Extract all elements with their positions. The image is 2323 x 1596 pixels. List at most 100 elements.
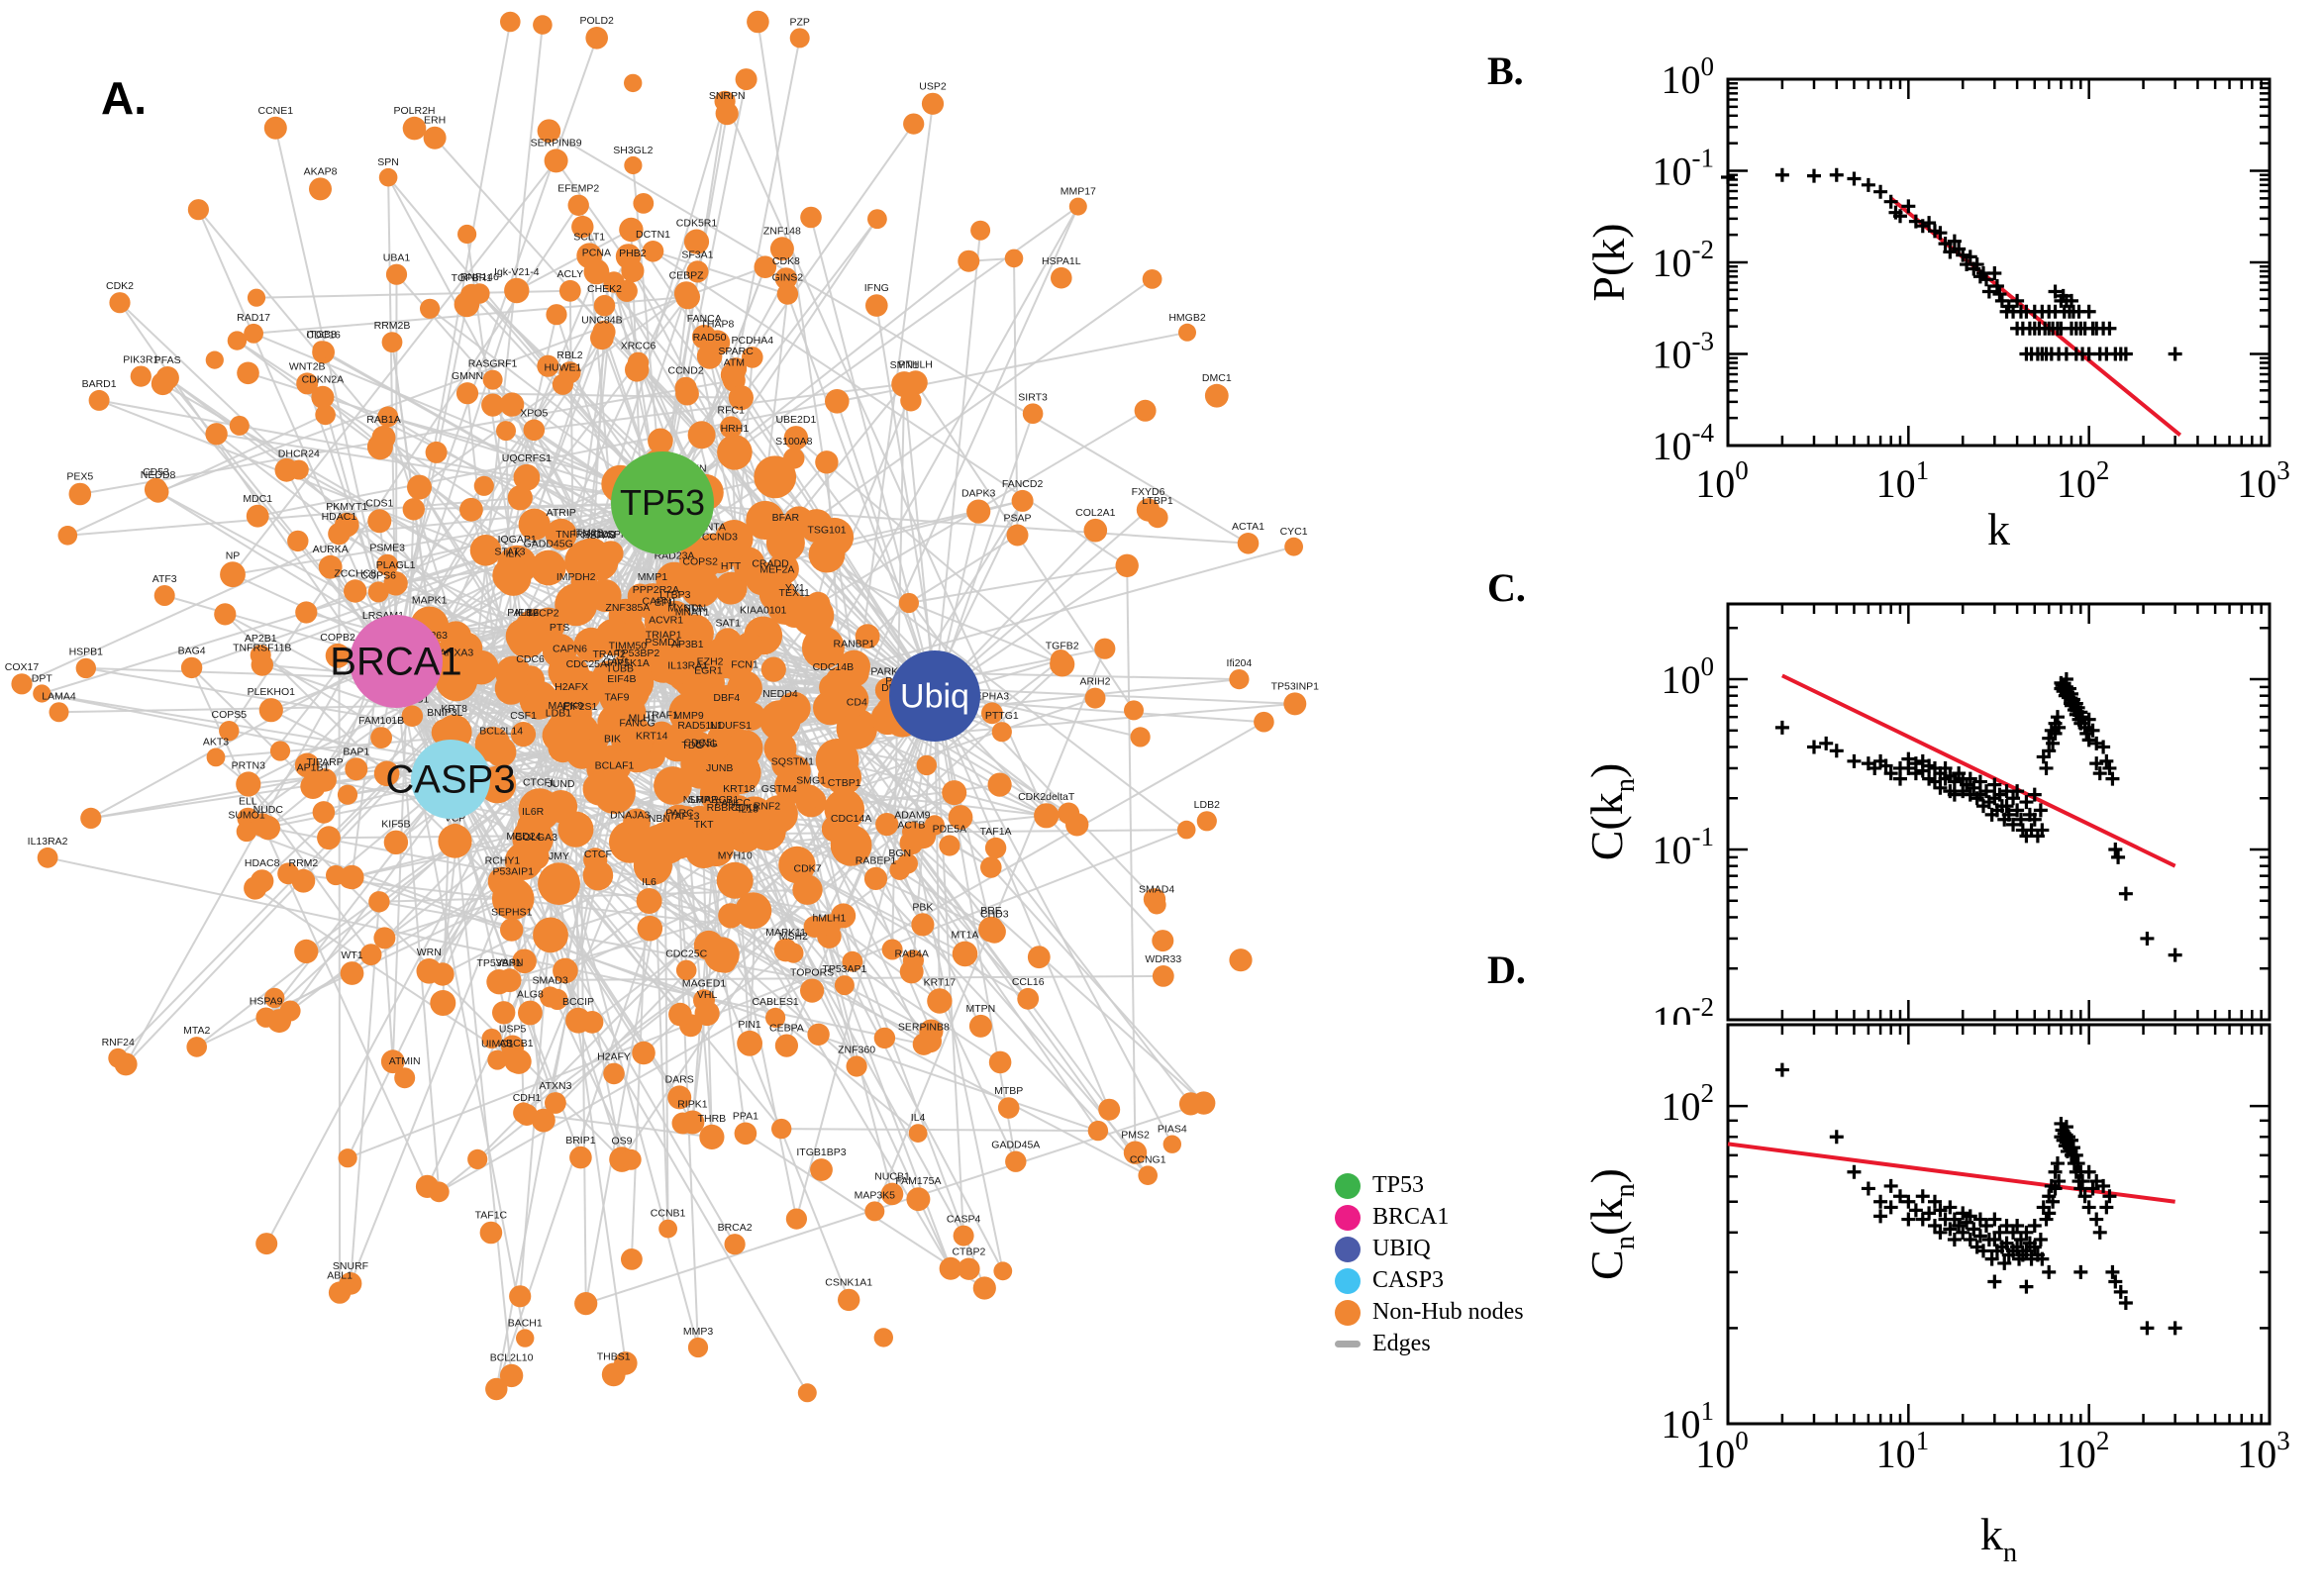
network-node xyxy=(229,415,250,436)
gene-label: CDC5L xyxy=(683,737,718,748)
data-point xyxy=(2019,1225,2034,1240)
data-points-B xyxy=(1721,167,2182,361)
gene-label: MTA2 xyxy=(183,1025,210,1037)
data-point xyxy=(2042,1264,2057,1279)
gene-label: CYC1 xyxy=(1280,526,1308,538)
gene-label: TSG101 xyxy=(807,525,846,537)
network-edge xyxy=(265,502,663,1245)
data-point xyxy=(1963,771,1977,786)
gene-label: BAP1 xyxy=(343,746,369,757)
data-point xyxy=(1883,766,1898,781)
fit-line xyxy=(1781,673,2176,868)
network-node xyxy=(571,215,594,239)
network-node xyxy=(754,455,797,499)
network-node xyxy=(373,927,396,949)
network-node xyxy=(745,561,779,596)
data-point xyxy=(2013,1232,2028,1247)
gene-label: DCTN1 xyxy=(636,229,670,241)
gene-label: SMAD4 xyxy=(1139,883,1174,895)
data-point xyxy=(1829,1130,1844,1145)
gene-label: SMN1 xyxy=(890,359,919,371)
data-point xyxy=(1972,1229,1987,1244)
data-point xyxy=(1892,209,1907,224)
data-point xyxy=(2089,756,2104,771)
data-point xyxy=(1901,1212,1916,1227)
gene-label: IFI16 xyxy=(515,607,539,619)
network-edge xyxy=(934,695,965,1237)
gene-label: CDC14A xyxy=(831,813,871,825)
hub-label-brca1: BRCA1 xyxy=(330,641,461,684)
network-node xyxy=(1051,266,1072,289)
data-point xyxy=(2035,1251,2050,1266)
gene-label: MTBP xyxy=(994,1085,1023,1097)
data-point xyxy=(1978,1219,1993,1234)
data-point xyxy=(2079,726,2094,741)
network-node xyxy=(833,798,864,830)
network-node xyxy=(151,371,174,396)
network-node xyxy=(309,177,332,201)
gene-label: FANCA xyxy=(687,313,722,325)
network-node xyxy=(402,498,425,521)
gene-label: PIK3R1 xyxy=(123,354,158,366)
plot-text-C: 100 10-1 10-2 C(kn) xyxy=(1584,651,1714,1025)
gene-label: MT1A xyxy=(951,930,978,942)
network-edge xyxy=(934,509,1150,697)
network-node xyxy=(1005,1150,1027,1172)
network-node xyxy=(842,950,863,972)
data-point xyxy=(1978,272,1993,287)
network-node xyxy=(683,229,710,254)
data-point xyxy=(1861,1181,1875,1196)
gene-label: CSNK1A1 xyxy=(825,1277,872,1289)
gene-label: OS9 xyxy=(611,1135,632,1147)
network-node xyxy=(668,620,705,656)
gene-label: FAM101B xyxy=(358,715,404,727)
gene-label: RIPK1 xyxy=(677,1099,708,1111)
network-node xyxy=(785,1208,808,1230)
network-node xyxy=(687,1337,709,1358)
hub-node-ubiq xyxy=(889,650,980,742)
network-node xyxy=(693,989,715,1012)
network-node xyxy=(68,482,92,506)
network-node xyxy=(576,243,603,269)
data-point xyxy=(1956,1206,1970,1221)
network-edge xyxy=(395,660,441,1192)
network-node xyxy=(573,538,610,574)
network-edge xyxy=(519,732,567,1297)
gene-label: PALB2 xyxy=(507,607,539,619)
network-node xyxy=(328,523,351,546)
network-edge xyxy=(312,337,603,787)
data-point xyxy=(1947,787,1962,802)
network-node xyxy=(247,288,266,307)
network-node xyxy=(658,724,697,762)
network-node xyxy=(1142,269,1162,289)
gene-label: FANCD2 xyxy=(1002,478,1044,490)
network-node xyxy=(614,1351,638,1375)
network-node xyxy=(642,241,664,262)
gene-label: TRAF2 xyxy=(592,648,625,660)
network-node xyxy=(325,643,351,668)
gene-label: ABCB1 xyxy=(499,1038,534,1049)
gene-label: PRTN3 xyxy=(232,759,265,771)
data-point xyxy=(1933,1225,1948,1240)
data-point xyxy=(1987,1212,2002,1227)
network-node xyxy=(800,978,825,1003)
data-point xyxy=(2113,1284,2128,1299)
network-node xyxy=(495,559,532,596)
network-node xyxy=(237,361,259,385)
hub-label-casp3: CASP3 xyxy=(385,758,515,802)
gene-label: UBE2D1 xyxy=(775,414,816,426)
network-edges xyxy=(21,21,1295,1394)
axis-title: kn xyxy=(1980,1509,2017,1568)
network-node xyxy=(1147,507,1168,529)
gene-label: S100A8 xyxy=(775,436,813,448)
panel-a-label: A. xyxy=(101,72,147,124)
network-node xyxy=(430,990,456,1016)
gene-label: PIP5K1A xyxy=(607,657,650,669)
gene-label: NEDD4 xyxy=(762,688,798,700)
gene-label: WT1 xyxy=(341,949,362,961)
network-edge xyxy=(585,332,605,685)
gene-label: COPS6 xyxy=(360,569,396,581)
network-node xyxy=(724,1234,746,1255)
gene-label: TNFRSF10D xyxy=(556,529,616,541)
